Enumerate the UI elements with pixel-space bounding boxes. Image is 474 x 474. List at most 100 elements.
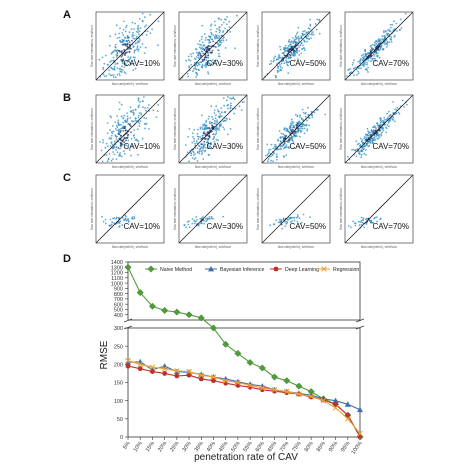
scatter-point — [116, 52, 119, 54]
scatter-point — [187, 58, 190, 61]
series-marker — [186, 372, 192, 378]
scatter-point — [364, 134, 367, 136]
scatter-point — [134, 117, 137, 119]
scatter-point — [116, 49, 119, 52]
scatter-point — [324, 113, 327, 116]
scatter-point — [318, 32, 321, 35]
scatter-point — [295, 132, 298, 135]
scatter-point — [393, 20, 395, 23]
scatter-point — [200, 38, 203, 41]
scatter-point — [110, 142, 113, 145]
scatter-point — [279, 66, 282, 68]
scatter-point — [314, 23, 317, 25]
scatter-point — [270, 155, 272, 158]
scatter-point — [108, 137, 111, 140]
scatter-point — [215, 114, 217, 117]
scatter-point — [121, 32, 124, 34]
scatter-point — [202, 44, 205, 47]
scatter-point — [193, 129, 196, 131]
scatter-point — [275, 219, 278, 222]
scatter-point — [137, 106, 140, 108]
scatter-point — [127, 56, 129, 58]
scatter-point — [216, 119, 219, 122]
scatter-point — [362, 53, 364, 56]
scatter-point — [210, 25, 212, 27]
scatter-point — [287, 40, 290, 43]
scatter-point — [359, 62, 361, 64]
scatter-point — [190, 154, 193, 157]
scatter-point — [371, 126, 374, 129]
tile-y-label: flow rate estimation, veh/hour — [339, 24, 343, 67]
scatter-point — [307, 30, 310, 33]
scatter-point — [114, 49, 116, 52]
scatter-point — [139, 101, 141, 103]
scatter-point — [108, 153, 111, 155]
scatter-point — [102, 68, 105, 71]
scatter-point — [388, 41, 391, 43]
scatter-point — [109, 218, 112, 221]
scatter-point — [128, 149, 131, 151]
scatter-point — [359, 58, 362, 60]
scatter-point — [284, 221, 286, 223]
scatter-point — [347, 69, 349, 71]
scatter-point — [112, 130, 115, 133]
scatter-point — [120, 55, 123, 58]
scatter-point — [285, 130, 288, 132]
scatter-point — [293, 38, 296, 41]
scatter-point — [372, 138, 375, 141]
scatter-point — [133, 136, 136, 139]
identity-line — [178, 11, 248, 81]
scatter-point — [130, 47, 132, 50]
tile-cav-label: CAV=50% — [289, 142, 326, 151]
scatter-point — [202, 216, 204, 218]
scatter-point — [301, 37, 303, 40]
scatter-point — [116, 129, 119, 132]
scatter-point — [282, 144, 285, 146]
scatter-point — [116, 151, 119, 154]
scatter-point — [213, 45, 215, 48]
series-marker — [357, 430, 363, 437]
scatter-point — [111, 158, 114, 161]
scatter-point — [211, 61, 214, 64]
scatter-point — [286, 129, 289, 132]
scatter-point — [272, 223, 275, 226]
scatter-point — [194, 142, 197, 145]
scatter-point — [209, 143, 212, 146]
scatter-point — [203, 219, 205, 222]
scatter-point — [292, 37, 294, 39]
scatter-point — [280, 220, 282, 223]
scatter-point — [125, 215, 127, 218]
scatter-point — [187, 75, 190, 78]
scatter-point — [115, 216, 118, 219]
scatter-point — [122, 217, 124, 219]
scatter-point — [200, 54, 203, 57]
identity-line — [178, 174, 248, 244]
scatter-point — [192, 70, 194, 73]
scatter-point — [143, 52, 146, 55]
scatter-point — [193, 140, 196, 143]
scatter-point — [356, 148, 359, 151]
scatter-point — [138, 17, 141, 20]
scatter-point — [368, 144, 371, 147]
series-marker — [174, 368, 180, 374]
series-regression — [125, 357, 363, 437]
scatter-point — [282, 133, 285, 136]
tile-x-label: flow rate(veh/h), veh/hour — [112, 245, 149, 249]
scatter-point — [137, 60, 140, 63]
scatter-point — [299, 135, 301, 138]
scatter-point — [131, 120, 134, 122]
scatter-point — [202, 147, 205, 150]
scatter-point — [205, 48, 208, 51]
scatter-point — [199, 148, 201, 151]
scatter-point — [199, 217, 202, 220]
scatter-point — [372, 131, 374, 134]
scatter-point — [119, 27, 121, 30]
scatter-point — [300, 127, 302, 130]
series-marker — [308, 393, 314, 400]
scatter-point — [377, 48, 380, 51]
scatter-point — [385, 126, 387, 129]
x-tick-label: 65% — [267, 441, 278, 454]
tile-cav-label: CAV=30% — [206, 222, 243, 231]
scatter-point — [286, 55, 289, 57]
rmse-chart: D RMSE penetration rate of CAV 400500600… — [63, 253, 365, 463]
